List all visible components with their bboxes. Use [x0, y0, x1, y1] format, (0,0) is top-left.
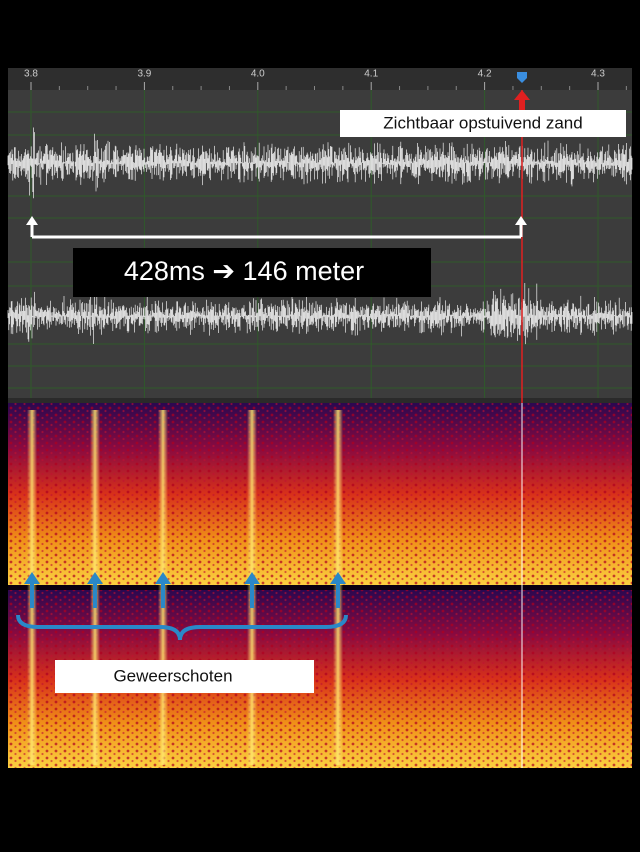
annotation: Zichtbaar opstuivend zand	[383, 113, 582, 132]
ruler-label: 3.9	[137, 69, 151, 80]
divider	[8, 398, 632, 403]
blue-arrowhead	[24, 572, 40, 584]
ruler-label: 4.3	[591, 69, 605, 80]
red-arrow	[514, 90, 530, 110]
waveform-panel	[8, 90, 632, 398]
annotation: 428ms ➔ 146 meter	[124, 256, 364, 286]
label-box	[55, 660, 314, 693]
playhead-marker	[517, 72, 527, 83]
blue-arrowhead	[87, 572, 103, 584]
blue-arrowhead	[155, 572, 171, 584]
waveform	[7, 127, 633, 199]
ruler-label: 4.0	[251, 69, 265, 80]
blue-arrowhead	[330, 572, 346, 584]
label-box	[73, 248, 431, 297]
ruler-label: 4.2	[478, 69, 492, 80]
ruler-label: 4.1	[364, 69, 378, 80]
spectrogram	[8, 403, 632, 768]
label-box	[340, 110, 626, 137]
ruler-label: 3.8	[24, 69, 38, 80]
annotation: Geweerschoten	[113, 666, 232, 685]
blue-arrowhead	[244, 572, 260, 584]
channel-gap	[8, 585, 632, 590]
brace	[16, 614, 348, 641]
waveforms	[7, 127, 633, 345]
ruler	[8, 68, 632, 90]
ruler-ticks: 3.8 3.9 4.0 4.1 4.2 4.3	[24, 69, 627, 90]
gunshot-arrows	[24, 572, 346, 608]
waveform	[7, 283, 633, 345]
time-bracket	[26, 216, 527, 239]
